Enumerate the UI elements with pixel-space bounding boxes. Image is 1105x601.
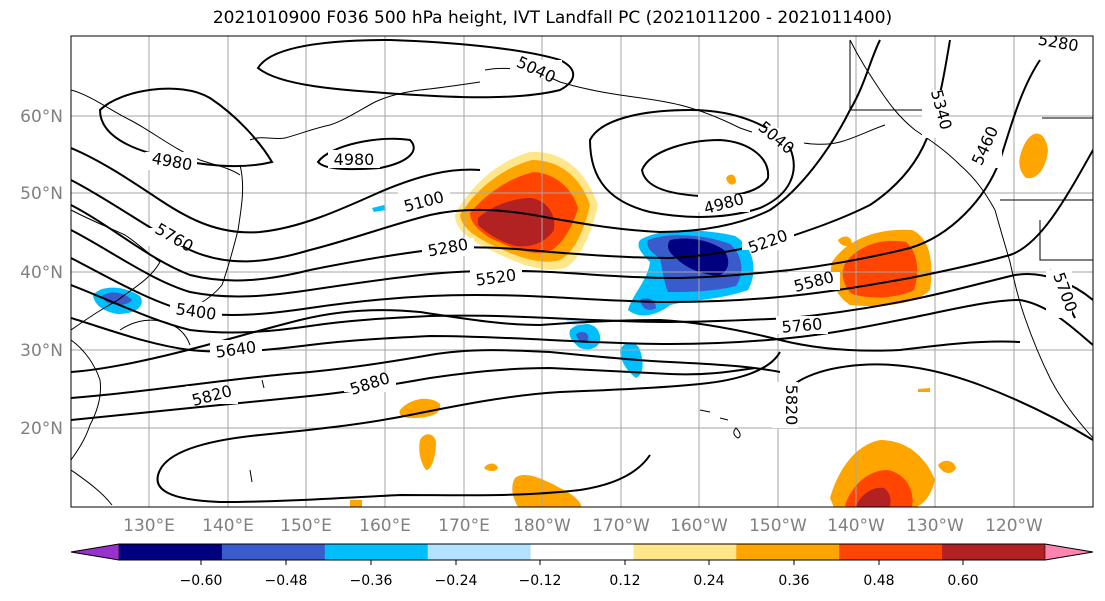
lon-label: 140°W — [827, 516, 885, 536]
ivt-positive-pnw — [1019, 133, 1048, 179]
colorbar-ticks — [200, 560, 964, 565]
colorbar-tick-label: −0.24 — [435, 573, 478, 589]
contour-label: 5760 — [781, 314, 823, 336]
longitude-labels: 130°E 140°E 150°E 160°E 170°E 180°W 170°… — [123, 516, 1043, 536]
latitude-labels: 60°N 50°N 40°N 30°N 20°N — [20, 107, 63, 439]
lon-label: 130°E — [123, 516, 175, 536]
colorbar-extend-right — [1044, 543, 1094, 561]
colorbar-tick-label: 0.12 — [609, 573, 640, 589]
colorbar-segment — [839, 544, 943, 560]
colorbar-tick-label: 0.48 — [863, 573, 894, 589]
colorbar-tick-label: −0.12 — [519, 573, 562, 589]
lat-label: 40°N — [20, 263, 63, 283]
lon-label: 130°W — [906, 516, 964, 536]
lon-label: 170°E — [438, 516, 490, 536]
colorbar-segment — [221, 544, 326, 560]
map-frame — [70, 35, 1094, 508]
lat-label: 20°N — [20, 419, 63, 439]
colorbar-tick-label: −0.60 — [180, 573, 223, 589]
lat-label: 30°N — [20, 341, 63, 361]
colorbar-tick-label: −0.36 — [350, 573, 393, 589]
colorbar-tick-label: 0.24 — [693, 573, 724, 589]
contour-label: 5820 — [782, 385, 801, 426]
lat-label: 60°N — [20, 107, 63, 127]
colorbar-segment — [427, 544, 532, 560]
lon-label: 140°E — [202, 516, 254, 536]
colorbar-segment — [942, 544, 1046, 560]
colorbar-segment — [736, 544, 840, 560]
lat-label: 50°N — [20, 184, 63, 204]
colorbar: −0.60 −0.48 −0.36 −0.24 −0.12 0.12 0.24 … — [70, 543, 1094, 589]
colorbar-segment — [119, 544, 223, 560]
colorbar-tick-label: 0.60 — [947, 573, 978, 589]
colorbar-outline — [70, 543, 1094, 561]
colorbar-extend-left — [70, 543, 120, 561]
colorbar-segment — [530, 544, 634, 560]
lon-label: 180°W — [513, 516, 571, 536]
lon-label: 170°W — [592, 516, 650, 536]
lon-label: 160°E — [359, 516, 411, 536]
colorbar-segment — [324, 544, 429, 560]
lon-label: 120°W — [985, 516, 1043, 536]
colorbar-segments — [70, 543, 1094, 561]
colorbar-tick-label: 0.36 — [778, 573, 809, 589]
lon-label: 160°W — [670, 516, 728, 536]
contour-label: 4980 — [334, 150, 375, 169]
lon-label: 150°E — [280, 516, 332, 536]
colorbar-segment — [633, 544, 737, 560]
colorbar-tick-label: −0.48 — [265, 573, 308, 589]
lon-label: 150°W — [749, 516, 807, 536]
figure-title: 2021010900 F036 500 hPa height, IVT Land… — [212, 8, 893, 28]
ivt-positive-small-patches — [350, 174, 956, 507]
